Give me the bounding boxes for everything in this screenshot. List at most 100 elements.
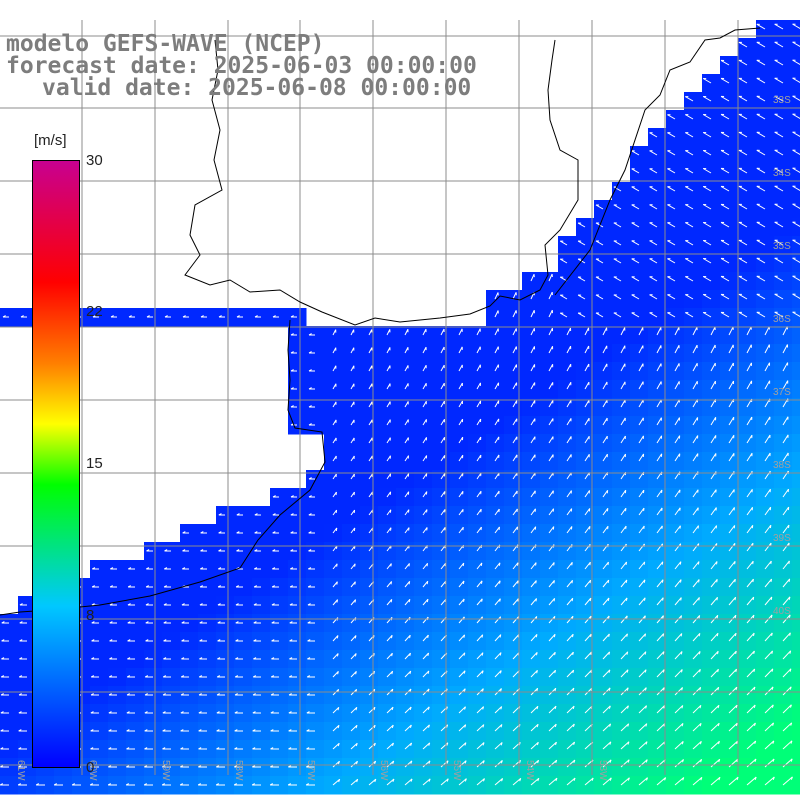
wind-arrow-head xyxy=(500,760,503,764)
ocean-cell xyxy=(522,470,541,489)
wind-arrow-head xyxy=(127,621,131,624)
wind-arrow xyxy=(774,113,784,120)
ocean-cell xyxy=(216,632,235,651)
wind-arrow xyxy=(738,77,748,84)
wind-arrow xyxy=(710,326,716,336)
ocean-cell xyxy=(630,650,649,669)
ocean-cell xyxy=(756,236,775,255)
wind-arrow-head xyxy=(288,729,292,732)
wind-arrow-head xyxy=(199,603,203,606)
ocean-cell xyxy=(702,326,721,345)
wind-arrow xyxy=(368,527,374,534)
wind-arrow xyxy=(404,706,412,714)
ocean-cell xyxy=(594,416,613,435)
wind-arrow-head xyxy=(427,670,430,674)
ocean-cell xyxy=(684,578,703,597)
wind-arrow-head xyxy=(661,561,664,565)
wind-arrow xyxy=(613,240,622,246)
wind-arrow-head xyxy=(535,580,537,584)
wind-arrow xyxy=(530,759,539,768)
wind-arrow-head xyxy=(555,741,557,746)
wind-arrow xyxy=(332,742,340,750)
wind-arrow xyxy=(494,652,502,660)
wind-arrow xyxy=(548,651,556,660)
ocean-cell xyxy=(360,614,379,633)
wind-arrow-head xyxy=(306,729,310,732)
wind-arrow-head xyxy=(162,711,166,714)
ocean-cell xyxy=(360,668,379,687)
wind-arrow-head xyxy=(410,778,413,782)
wind-arrow xyxy=(710,704,720,714)
wind-arrow xyxy=(692,579,700,588)
ocean-cell xyxy=(162,542,181,561)
ocean-cell xyxy=(288,326,307,345)
wind-arrow-head xyxy=(463,598,465,602)
wind-arrow xyxy=(774,59,784,66)
ocean-cell xyxy=(324,650,343,669)
wind-arrow-head xyxy=(770,596,773,601)
wind-arrow-head xyxy=(699,669,701,673)
wind-arrow xyxy=(440,418,445,426)
wind-arrow-head xyxy=(181,639,185,642)
ocean-cell xyxy=(90,776,109,795)
ocean-cell xyxy=(720,290,739,309)
ocean-cell xyxy=(504,290,523,309)
wind-arrow xyxy=(595,312,604,318)
wind-arrow xyxy=(386,491,392,498)
ocean-cell xyxy=(198,542,217,561)
ocean-cell xyxy=(648,200,667,219)
wind-arrow-head xyxy=(788,578,791,582)
wind-arrow xyxy=(692,597,700,606)
wind-arrow xyxy=(782,362,789,372)
wind-arrow-head xyxy=(410,742,413,746)
wind-arrow-head xyxy=(373,671,375,675)
ocean-cell xyxy=(774,470,793,489)
wind-arrow xyxy=(710,758,721,768)
wind-arrow xyxy=(774,239,784,246)
wind-arrow xyxy=(566,472,572,480)
wind-arrow-head xyxy=(409,706,412,711)
wind-arrow xyxy=(685,294,694,300)
wind-arrow-head xyxy=(373,653,375,657)
ocean-cell xyxy=(630,326,649,345)
ocean-cell xyxy=(432,650,451,669)
wind-arrow xyxy=(458,562,465,570)
ocean-cell xyxy=(792,20,800,39)
ocean-cell xyxy=(630,614,649,633)
ocean-cell xyxy=(306,380,325,399)
wind-arrow-head xyxy=(218,513,222,516)
ocean-cell xyxy=(738,380,757,399)
wind-arrow xyxy=(350,527,356,534)
ocean-cell xyxy=(198,686,217,705)
wind-arrow xyxy=(764,326,770,336)
wind-arrow xyxy=(656,669,665,678)
wind-arrow xyxy=(656,759,666,768)
wind-arrow-head xyxy=(626,633,628,637)
wind-arrow-head xyxy=(110,315,114,318)
wind-arrow-head xyxy=(18,693,22,696)
wind-arrow-head xyxy=(197,783,202,786)
wind-arrow-head xyxy=(308,333,312,336)
wind-arrow xyxy=(530,723,539,732)
wind-arrow xyxy=(692,651,701,660)
wind-arrow xyxy=(602,705,611,714)
wind-arrow xyxy=(386,599,393,606)
ocean-cell xyxy=(486,434,505,453)
wind-arrow xyxy=(774,185,784,192)
wind-arrow xyxy=(476,490,482,498)
ocean-cell xyxy=(648,218,667,237)
wind-arrow-head xyxy=(127,603,131,606)
ocean-cell xyxy=(324,362,343,381)
wind-arrow xyxy=(458,616,465,624)
wind-arrow-head xyxy=(162,765,166,768)
wind-arrow-head xyxy=(736,740,739,745)
wind-arrow-head xyxy=(789,632,791,636)
ocean-cell xyxy=(792,308,800,327)
ocean-cell xyxy=(468,650,487,669)
wind-arrow-head xyxy=(199,621,203,624)
ocean-cell xyxy=(126,578,145,597)
wind-arrow-head xyxy=(290,567,294,570)
ocean-cell xyxy=(468,560,487,579)
wind-arrow-head xyxy=(337,707,340,711)
ocean-cell xyxy=(558,596,577,615)
